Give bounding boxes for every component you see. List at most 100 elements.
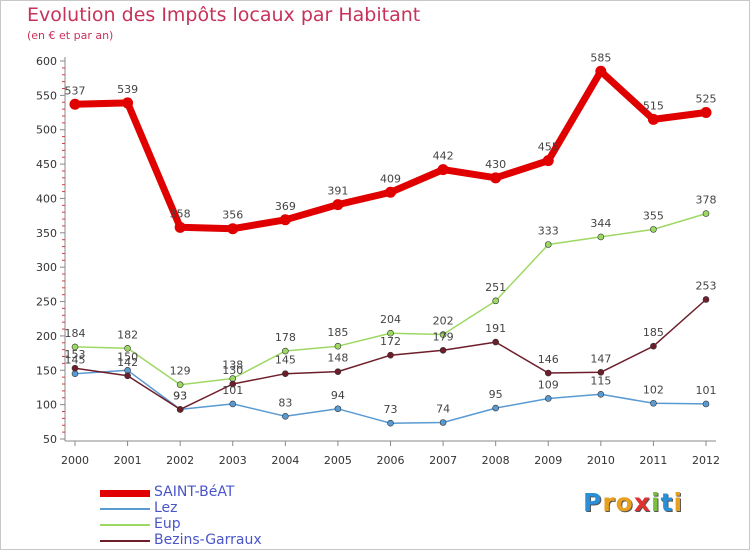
- y-tick-label: 400: [36, 192, 57, 205]
- data-label: 539: [117, 83, 138, 96]
- data-label: 344: [590, 217, 611, 230]
- data-labels: 537 539 358 356 369 391 409 442 430 455 585 515 525 1…: [65, 51, 717, 416]
- legend-label: Eup: [154, 516, 181, 532]
- data-point: [544, 395, 552, 402]
- data-label: 355: [643, 209, 664, 222]
- data-point: [650, 342, 657, 350]
- data-label: 191: [485, 322, 506, 335]
- x-tick-label: 2003: [219, 454, 247, 467]
- data-label: 184: [65, 327, 86, 340]
- data-point: [334, 405, 342, 413]
- data-label: 185: [643, 326, 664, 339]
- data-label: 93: [173, 389, 187, 402]
- data-point: [71, 364, 79, 372]
- data-point: [385, 186, 396, 198]
- x-tick-label: 2005: [324, 454, 352, 467]
- data-point: [122, 97, 134, 109]
- data-point: [71, 343, 79, 351]
- data-label: 102: [643, 383, 664, 396]
- data-point: [334, 368, 342, 375]
- data-point: [702, 210, 710, 217]
- data-point: [227, 223, 239, 235]
- legend-swatch: [100, 489, 150, 497]
- data-label: 409: [380, 172, 401, 185]
- chart-title: Evolution des Impôts locaux par Habitant: [27, 4, 421, 26]
- legend-label: Bezins-Garraux: [154, 532, 262, 548]
- data-point: [492, 338, 499, 346]
- y-tick-label: 350: [36, 227, 57, 240]
- data-point: [650, 399, 657, 407]
- data-point: [700, 107, 712, 119]
- y-axis-ticks: 50 100 150 200 250 300 350 400 450 500 550 600: [36, 55, 65, 446]
- x-tick-label: 2006: [377, 454, 405, 467]
- y-tick-label: 200: [36, 330, 57, 343]
- data-label: 93: [173, 389, 187, 402]
- logo-letter: t: [660, 488, 674, 517]
- data-point: [597, 391, 605, 398]
- data-point: [282, 370, 289, 378]
- data-label: 391: [327, 185, 348, 198]
- data-point: [702, 296, 710, 303]
- data-point: [702, 400, 710, 408]
- data-label: 179: [433, 330, 454, 343]
- data-label: 101: [222, 384, 243, 397]
- x-tick-label: 2002: [166, 454, 194, 467]
- data-point: [387, 419, 394, 427]
- proxiti-logo: Proxiti: [583, 488, 683, 517]
- x-tick-label: 2007: [429, 454, 457, 467]
- data-point: [597, 369, 605, 376]
- data-label: 333: [538, 225, 559, 238]
- data-label: 145: [275, 354, 296, 367]
- data-point: [439, 331, 447, 338]
- data-label: 129: [170, 365, 191, 378]
- data-label: 185: [327, 326, 348, 339]
- data-point: [282, 413, 289, 420]
- data-point: [542, 155, 554, 167]
- logo-letter: x: [633, 488, 651, 517]
- logo-letter: o: [615, 488, 634, 517]
- data-label: 150: [117, 350, 138, 363]
- data-point: [229, 380, 237, 388]
- data-point: [439, 419, 447, 426]
- data-point: [439, 347, 447, 354]
- data-point: [595, 65, 607, 77]
- data-point: [332, 199, 344, 211]
- logo-letter: r: [602, 488, 616, 517]
- data-point: [69, 98, 81, 110]
- data-label: 378: [696, 194, 717, 207]
- data-label: 101: [696, 384, 717, 397]
- series-layer: [69, 65, 712, 427]
- data-label: 537: [65, 84, 86, 97]
- data-label: 204: [380, 313, 401, 326]
- data-point: [124, 372, 131, 380]
- data-label: 146: [538, 353, 559, 366]
- data-label: 83: [278, 396, 292, 409]
- data-point: [176, 381, 184, 389]
- data-label: 178: [275, 331, 296, 344]
- data-label: 515: [643, 99, 664, 112]
- legend-label: Lez: [154, 500, 178, 516]
- y-tick-label: 250: [36, 296, 57, 309]
- data-point: [597, 233, 605, 241]
- logo-letter: i: [651, 488, 661, 517]
- data-label: 109: [538, 378, 559, 391]
- y-tick-label: 150: [36, 364, 57, 377]
- data-label: 442: [433, 150, 454, 163]
- data-point: [334, 342, 342, 350]
- logo-letter: i: [673, 488, 684, 517]
- data-label: 73: [384, 403, 398, 416]
- x-tick-label: 2004: [271, 454, 299, 467]
- data-label: 202: [433, 315, 454, 328]
- data-label: 148: [327, 352, 348, 365]
- x-tick-label: 2010: [587, 454, 615, 467]
- data-point: [437, 164, 449, 176]
- y-tick-label: 600: [36, 55, 57, 68]
- data-point: [229, 400, 237, 408]
- data-label: 94: [331, 389, 345, 402]
- data-label: 182: [117, 328, 138, 341]
- axes: [64, 57, 716, 442]
- series-line: [74, 212, 707, 386]
- x-tick-label: 2000: [61, 454, 89, 467]
- logo-letter: P: [583, 488, 603, 517]
